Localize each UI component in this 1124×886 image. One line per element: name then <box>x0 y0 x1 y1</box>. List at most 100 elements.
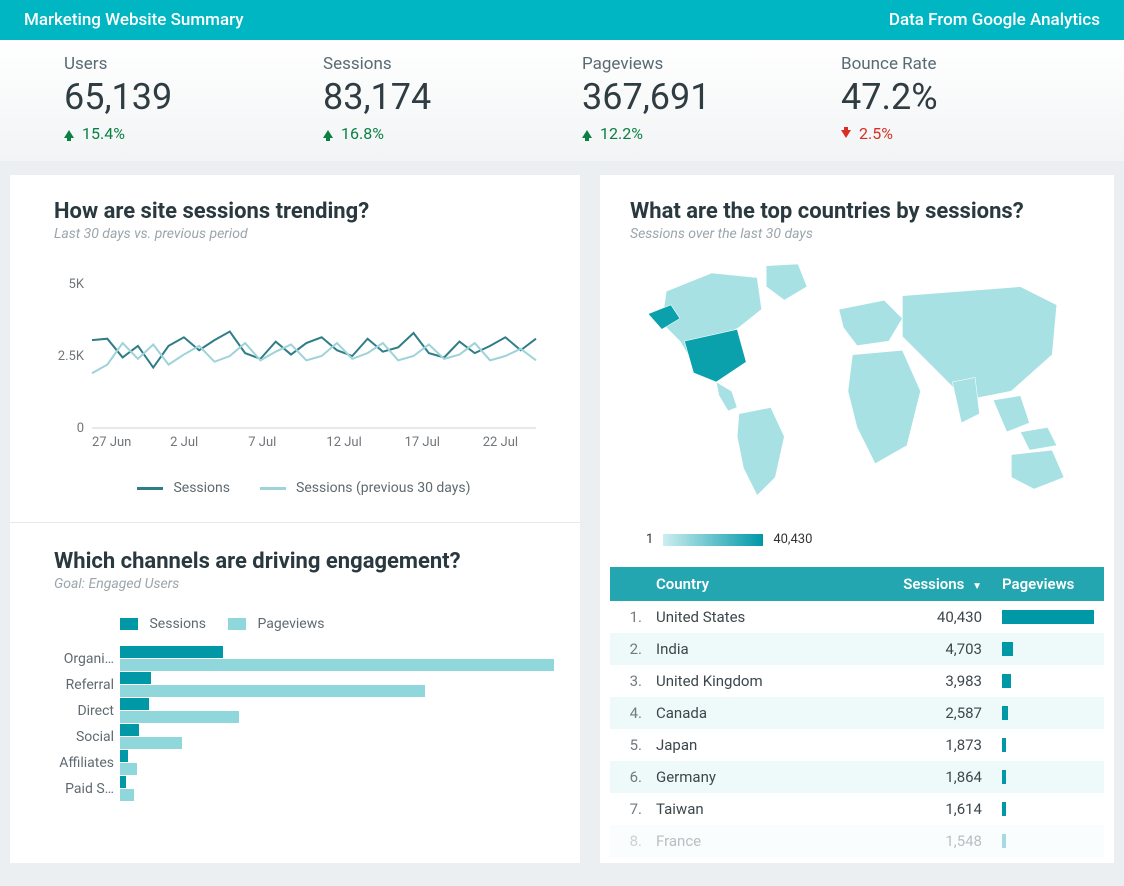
col-pageviews[interactable]: Pageviews <box>992 567 1104 601</box>
kpi-value: 47.2% <box>841 76 1100 118</box>
panel-top-countries: What are the top countries by sessions? … <box>600 175 1114 863</box>
cell-rank: 3. <box>610 665 646 697</box>
table-row[interactable]: 4. Canada 2,587 <box>610 697 1104 729</box>
table-row[interactable]: 1. United States 40,430 <box>610 601 1104 633</box>
table-row[interactable]: 2. India 4,703 <box>610 633 1104 665</box>
channels-bar-chart: Organi… Referral Direct Social Affiliate… <box>54 646 554 801</box>
kpi-value: 83,174 <box>323 76 582 118</box>
bar-sessions <box>120 646 223 658</box>
legend-swatch <box>137 487 163 490</box>
cell-country: France <box>646 825 882 857</box>
cell-pageviews-bar <box>992 601 1104 633</box>
legend-swatch <box>260 487 286 490</box>
channel-label: Social <box>54 729 120 745</box>
cell-sessions: 3,983 <box>882 665 992 697</box>
cell-country: India <box>646 633 882 665</box>
kpi-users: Users 65,139 15.4% <box>64 54 323 143</box>
cell-rank: 6. <box>610 761 646 793</box>
panel-subtitle: Last 30 days vs. previous period <box>54 226 554 242</box>
panel-title: How are site sessions trending? <box>54 199 554 224</box>
cell-pageviews-bar <box>992 761 1104 793</box>
line-chart-legend: Sessions Sessions (previous 30 days) <box>54 480 554 496</box>
cell-rank: 7. <box>610 793 646 825</box>
col-sessions[interactable]: Sessions ▼ <box>882 567 992 601</box>
table-header-row: Country Sessions ▼ Pageviews <box>610 567 1104 601</box>
kpi-delta-value: 16.8% <box>341 124 384 143</box>
cell-rank: 5. <box>610 729 646 761</box>
map-legend-min: 1 <box>646 532 653 547</box>
cell-rank: 8. <box>610 825 646 857</box>
map-legend: 1 40,430 <box>646 532 1084 547</box>
table-row[interactable]: 3. United Kingdom 3,983 <box>610 665 1104 697</box>
channel-bar-row: Paid S… <box>54 776 554 801</box>
bar-sessions <box>120 724 139 736</box>
cell-pageviews-bar <box>992 665 1104 697</box>
channel-bar-row: Social <box>54 724 554 749</box>
bar-pageviews <box>120 685 425 697</box>
cell-rank: 1. <box>610 601 646 633</box>
channel-bar-row: Affiliates <box>54 750 554 775</box>
legend-label: Sessions <box>149 616 206 632</box>
kpi-label: Pageviews <box>582 54 841 74</box>
svg-text:22 Jul: 22 Jul <box>483 435 518 448</box>
legend-item-pageviews: Pageviews <box>228 616 324 632</box>
bar-pageviews <box>120 737 182 749</box>
panel-sessions-trend: How are site sessions trending? Last 30 … <box>10 175 580 863</box>
arrow-up-icon <box>323 130 333 138</box>
cell-sessions: 4,703 <box>882 633 992 665</box>
table-row[interactable]: 6. Germany 1,864 <box>610 761 1104 793</box>
kpi-label: Bounce Rate <box>841 54 1100 74</box>
cell-rank: 4. <box>610 697 646 729</box>
cell-pageviews-bar <box>992 729 1104 761</box>
world-map: 1 40,430 <box>610 242 1104 547</box>
svg-text:5K: 5K <box>69 278 85 292</box>
svg-text:17 Jul: 17 Jul <box>405 435 440 448</box>
svg-text:12 Jul: 12 Jul <box>326 435 361 448</box>
arrow-down-icon <box>841 130 851 138</box>
channels-legend: Sessions Pageviews <box>120 616 554 632</box>
kpi-bounce-rate: Bounce Rate 47.2% 2.5% <box>841 54 1100 143</box>
table-row[interactable]: 8. France 1,548 <box>610 825 1104 857</box>
cell-sessions: 1,548 <box>882 825 992 857</box>
svg-text:27 Jun: 27 Jun <box>92 435 131 448</box>
cell-country: United Kingdom <box>646 665 882 697</box>
kpi-delta-value: 12.2% <box>600 124 643 143</box>
cell-country: Japan <box>646 729 882 761</box>
kpi-pageviews: Pageviews 367,691 12.2% <box>582 54 841 143</box>
bar-pageviews <box>120 659 554 671</box>
page-title: Marketing Website Summary <box>24 10 244 30</box>
sessions-line-chart: 02.5K5K27 Jun2 Jul7 Jul12 Jul17 Jul22 Ju… <box>54 278 554 452</box>
kpi-delta-value: 2.5% <box>859 124 893 143</box>
kpi-delta-value: 15.4% <box>82 124 125 143</box>
table-row[interactable]: 5. Japan 1,873 <box>610 729 1104 761</box>
bar-sessions <box>120 750 128 762</box>
countries-table: Country Sessions ▼ Pageviews 1. United S… <box>610 567 1104 857</box>
page-header: Marketing Website Summary Data From Goog… <box>0 0 1124 40</box>
cell-country: United States <box>646 601 882 633</box>
kpi-sessions: Sessions 83,174 16.8% <box>323 54 582 143</box>
panel-title: What are the top countries by sessions? <box>630 199 1084 224</box>
col-country[interactable]: Country <box>646 567 882 601</box>
channel-bar-row: Organi… <box>54 646 554 671</box>
table-row[interactable]: 7. Taiwan 1,614 <box>610 793 1104 825</box>
bar-sessions <box>120 698 149 710</box>
cell-pageviews-bar <box>992 825 1104 857</box>
panel-subtitle: Sessions over the last 30 days <box>630 226 1084 242</box>
cell-sessions: 2,587 <box>882 697 992 729</box>
cell-country: Taiwan <box>646 793 882 825</box>
legend-label: Sessions (previous 30 days) <box>296 480 471 496</box>
cell-sessions: 1,864 <box>882 761 992 793</box>
channel-bar-row: Direct <box>54 698 554 723</box>
svg-text:7 Jul: 7 Jul <box>248 435 276 448</box>
bar-pageviews <box>120 789 134 801</box>
kpi-label: Sessions <box>323 54 582 74</box>
col-sessions-label: Sessions <box>903 575 964 593</box>
legend-label: Sessions <box>173 480 230 496</box>
channel-label: Referral <box>54 677 120 693</box>
cell-rank: 2. <box>610 633 646 665</box>
bar-pageviews <box>120 763 137 775</box>
legend-swatch <box>228 618 246 630</box>
legend-item-sessions: Sessions <box>137 480 230 496</box>
col-rank[interactable] <box>610 567 646 601</box>
kpi-delta: 2.5% <box>841 124 1100 143</box>
